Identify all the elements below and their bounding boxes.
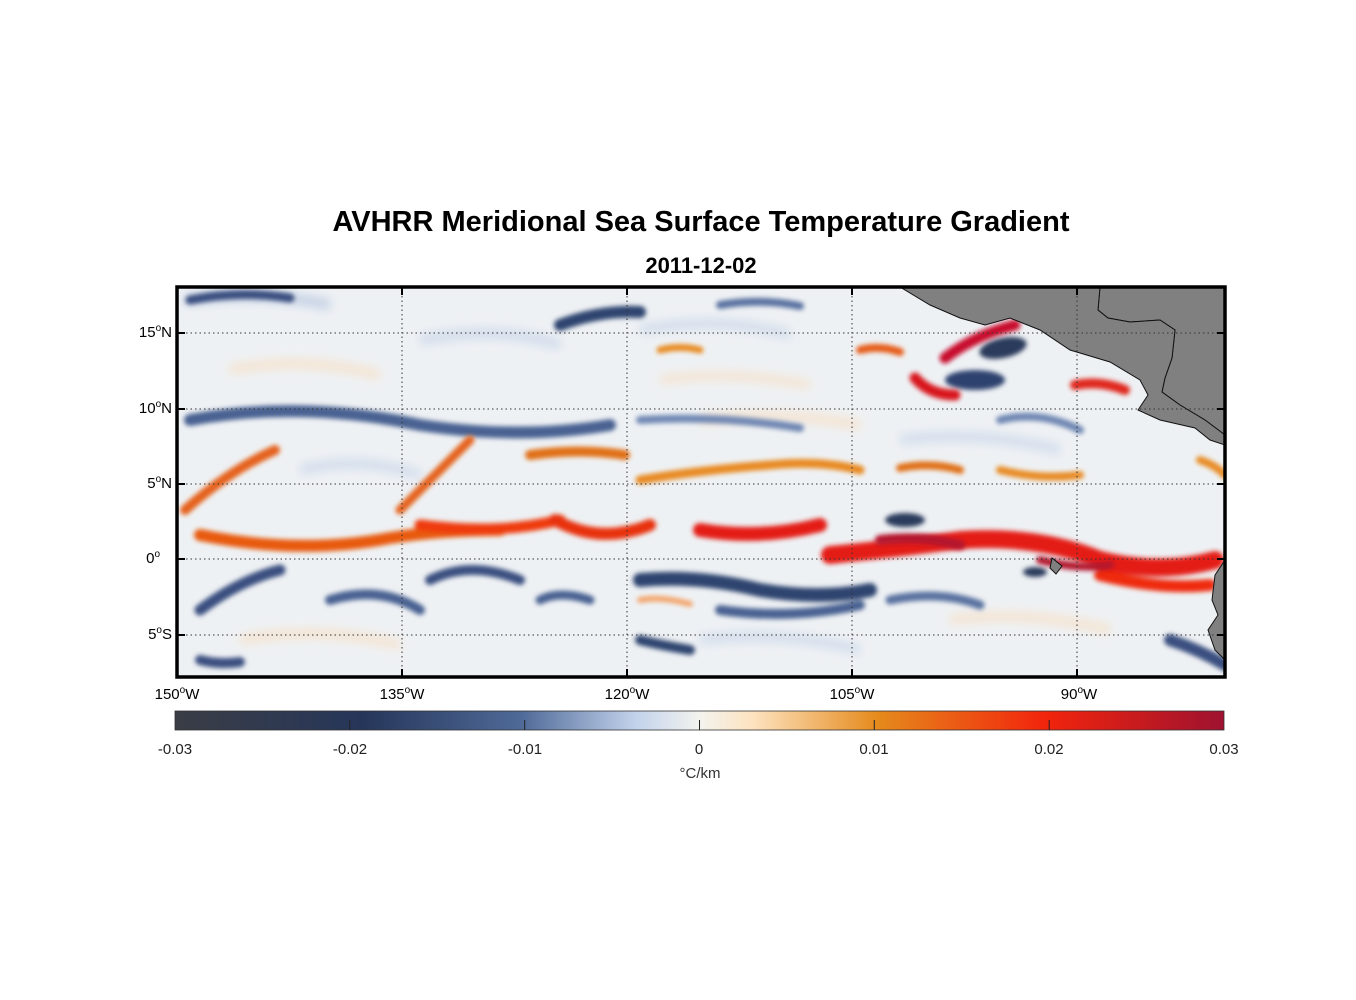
colorbar-label-pos003: 0.03 [1209,741,1239,758]
map-subtitle: 2011-12-02 [645,253,757,278]
lat-label-5n: 5oN [147,474,172,492]
colorbar-unit: °C/km [679,765,721,782]
lon-label-135w: 135oW [379,685,425,703]
lat-label-5s: 5oS [148,625,172,643]
map-frame [175,285,1227,679]
lon-label-90w: 90oW [1060,685,1098,703]
lat-label-10n: 10oN [138,399,172,417]
colorbar-label-neg003: -0.03 [157,741,193,758]
lat-label-0: 0o [146,549,160,567]
lat-label-15n: 15oN [138,323,172,341]
lon-label-120w: 120oW [604,685,650,703]
graticule [177,287,1225,677]
colorbar-label-pos001: 0.01 [859,741,889,758]
map-title: AVHRR Meridional Sea Surface Temperature… [332,206,1070,238]
colorbar-ticks [349,720,1050,730]
axis-ticks [177,287,1225,677]
colorbar-label-neg001: -0.01 [507,741,543,758]
colorbar-label-neg002: -0.02 [332,741,368,758]
colorbar-label-pos002: 0.02 [1034,741,1064,758]
lon-label-150w: 150oW [154,685,200,703]
colorbar-label-zero: 0 [694,741,704,758]
lon-label-105w: 105oW [829,685,875,703]
gradient-field [177,287,1225,677]
